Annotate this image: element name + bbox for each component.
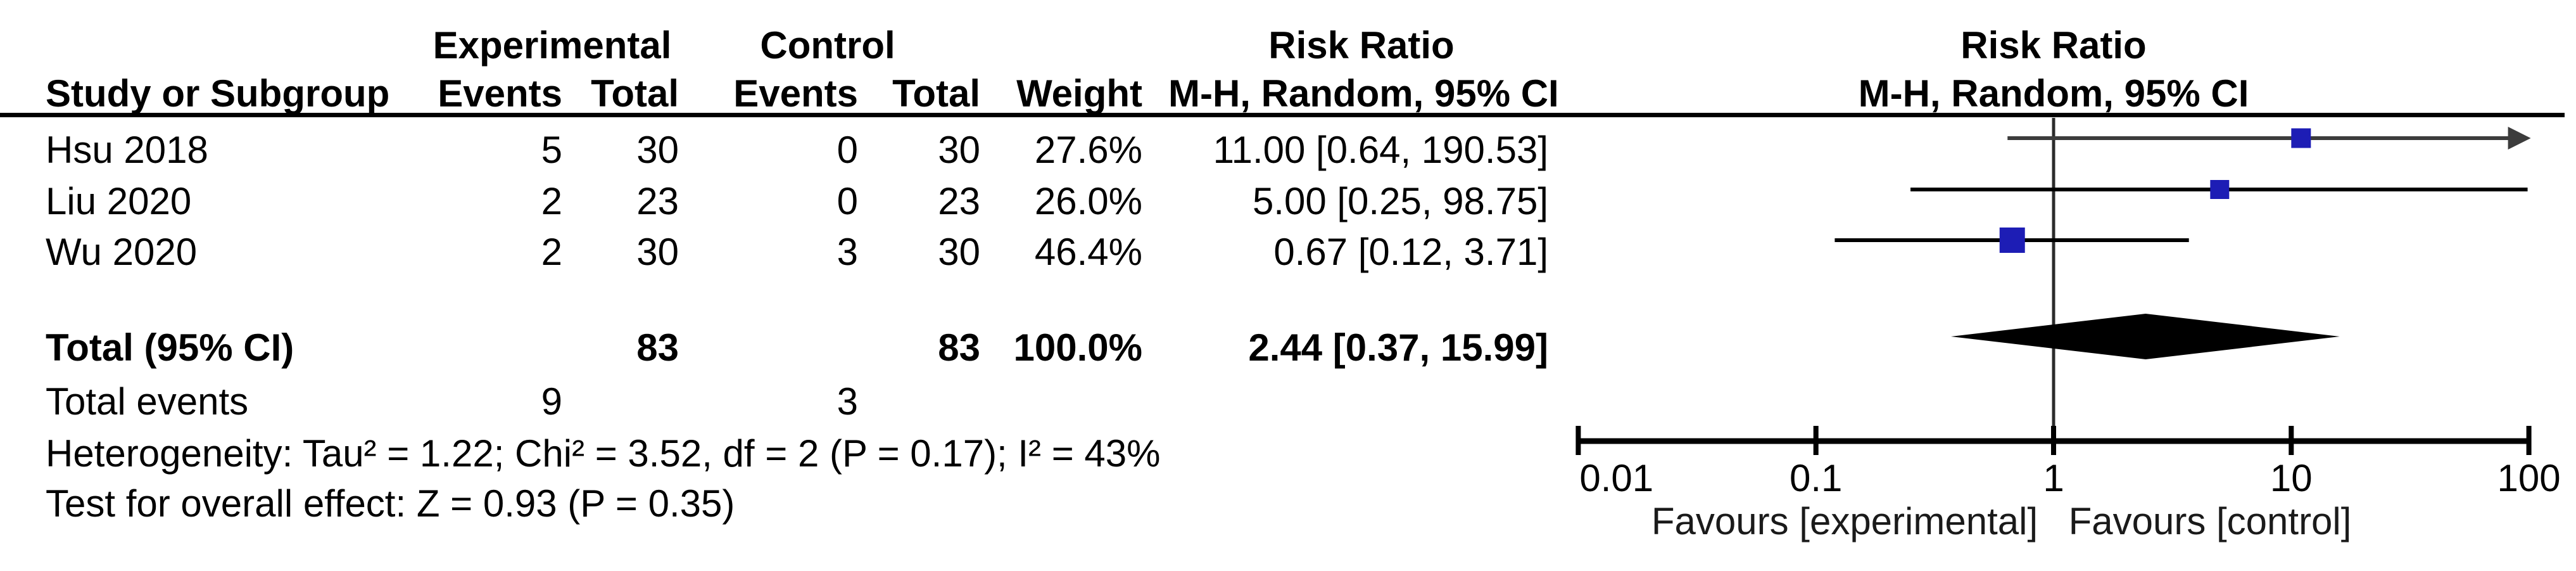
study-weight: 46.4% <box>1034 231 1142 273</box>
study-weight: 26.0% <box>1034 180 1142 222</box>
effect-square <box>2291 128 2311 148</box>
study-exp-events: 2 <box>541 180 562 222</box>
risk-ratio-header-right: Risk Ratio <box>1960 24 2147 67</box>
header-separator-line <box>0 113 2565 117</box>
ci-arrow-head <box>2508 127 2531 150</box>
study-weight: 27.6% <box>1034 129 1142 171</box>
study-label: Hsu 2018 <box>46 129 208 171</box>
favours-control-label: Favours [control] <box>2068 500 2352 542</box>
column-group-control: Control <box>760 24 895 67</box>
effect-square <box>1999 228 2025 253</box>
total-events-control: 3 <box>837 380 858 423</box>
mh-ci-plot-header: M-H, Random, 95% CI <box>1858 72 2249 115</box>
total-exp-total: 83 <box>636 326 679 369</box>
total-estimate: 2.44 [0.37, 15.99] <box>1248 326 1548 369</box>
study-estimate: 0.67 [0.12, 3.71] <box>1273 231 1548 273</box>
study-exp-total: 30 <box>636 231 679 273</box>
study-estimate: 11.00 [0.64, 190.53] <box>1213 129 1548 171</box>
study-ctrl-total: 30 <box>938 231 980 273</box>
study-ctrl-events: 0 <box>837 129 858 171</box>
events-exp-column-header: Events <box>438 72 562 115</box>
study-label: Liu 2020 <box>46 180 192 222</box>
x-tick-label: 1 <box>2043 457 2064 499</box>
x-tick-label: 100 <box>2497 457 2561 499</box>
column-group-experimental: Experimental <box>432 24 672 67</box>
total-events-experimental: 9 <box>541 380 562 423</box>
study-ctrl-events: 3 <box>837 231 858 273</box>
effect-square <box>2210 180 2230 199</box>
study-ctrl-events: 0 <box>837 180 858 222</box>
study-estimate: 5.00 [0.25, 98.75] <box>1252 180 1548 222</box>
study-exp-total: 23 <box>636 180 679 222</box>
study-label: Wu 2020 <box>46 231 198 273</box>
study-exp-events: 2 <box>541 231 562 273</box>
heterogeneity-text: Heterogeneity: Tau² = 1.22; Chi² = 3.52,… <box>46 432 1161 475</box>
events-ctrl-column-header: Events <box>733 72 858 115</box>
risk-ratio-header-left: Risk Ratio <box>1268 24 1455 67</box>
weight-column-header: Weight <box>1016 72 1142 115</box>
overall-effect-text: Test for overall effect: Z = 0.93 (P = 0… <box>46 482 735 525</box>
x-tick-label: 0.01 <box>1579 457 1654 499</box>
total-events-label: Total events <box>46 380 249 423</box>
study-ctrl-total: 30 <box>938 129 980 171</box>
total-row-label: Total (95% CI) <box>46 326 294 369</box>
study-ctrl-total: 23 <box>938 180 980 222</box>
favours-experimental-label: Favours [experimental] <box>1651 500 2038 542</box>
overall-diamond <box>1950 314 2340 359</box>
x-tick-label: 0.1 <box>1789 457 1843 499</box>
total-exp-column-header: Total <box>591 72 679 115</box>
mh-ci-column-header: M-H, Random, 95% CI <box>1168 72 1559 115</box>
total-ctrl-column-header: Total <box>892 72 980 115</box>
study-column-header: Study or Subgroup <box>46 72 390 115</box>
total-ctrl-total: 83 <box>938 326 980 369</box>
study-exp-events: 5 <box>541 129 562 171</box>
x-tick-label: 10 <box>2270 457 2313 499</box>
study-exp-total: 30 <box>636 129 679 171</box>
total-weight: 100.0% <box>1013 326 1143 369</box>
